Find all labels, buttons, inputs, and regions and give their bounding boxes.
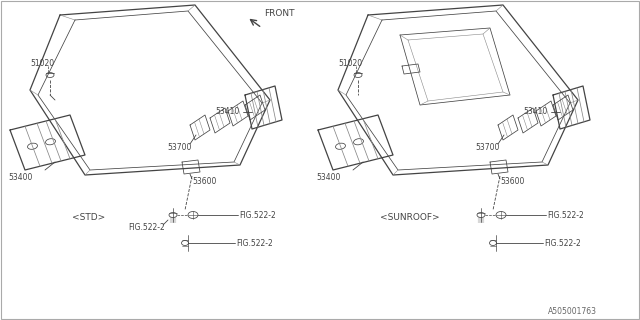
Text: 53600: 53600: [500, 178, 524, 187]
Text: FIG.522-2: FIG.522-2: [128, 222, 164, 231]
Text: 53410: 53410: [215, 108, 239, 116]
Text: 51020: 51020: [338, 59, 362, 68]
Text: 53700: 53700: [475, 143, 499, 153]
Text: 53400: 53400: [316, 172, 340, 181]
Text: FIG.522-2: FIG.522-2: [236, 238, 273, 247]
Text: 53410: 53410: [523, 108, 547, 116]
Text: <SUNROOF>: <SUNROOF>: [380, 213, 440, 222]
Text: FRONT: FRONT: [264, 10, 294, 19]
Text: FIG.522-2: FIG.522-2: [544, 238, 580, 247]
Text: FIG.522-2: FIG.522-2: [547, 211, 584, 220]
Text: FIG.522-2: FIG.522-2: [239, 211, 276, 220]
Text: A505001763: A505001763: [548, 307, 597, 316]
Text: 53700: 53700: [167, 143, 191, 153]
Text: <STD>: <STD>: [72, 213, 105, 222]
Text: 53400: 53400: [8, 172, 33, 181]
Text: 53600: 53600: [192, 178, 216, 187]
Text: 51020: 51020: [30, 59, 54, 68]
